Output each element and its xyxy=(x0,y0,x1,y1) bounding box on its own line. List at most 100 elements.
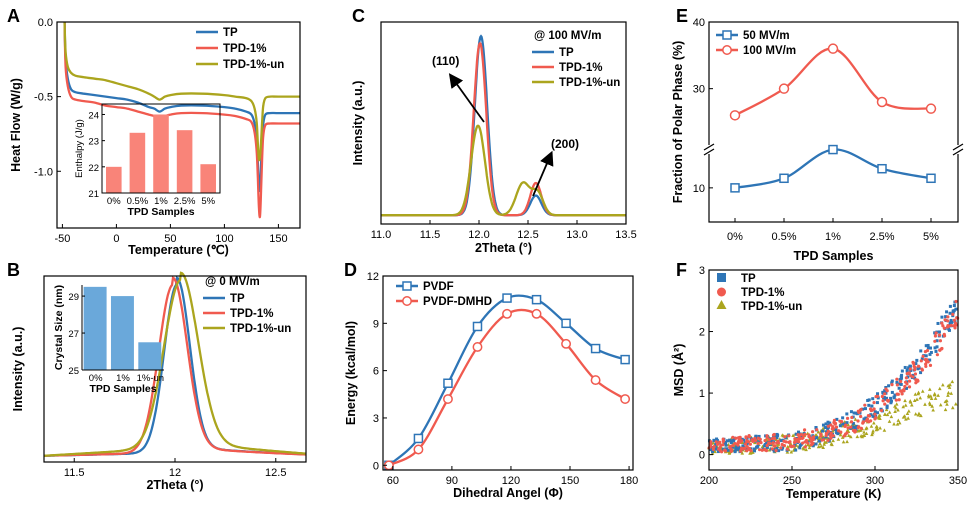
x-tick-label: 0% xyxy=(107,196,121,207)
axis-break-mark xyxy=(952,143,964,151)
scatter-point xyxy=(908,367,912,371)
scatter-point xyxy=(924,344,928,348)
x-tick-label: 1% xyxy=(116,373,130,384)
scatter-point xyxy=(824,422,828,426)
scatter-point xyxy=(913,376,917,380)
scatter-point xyxy=(794,448,798,452)
scatter-point xyxy=(887,384,891,388)
x-axis-label: Temperature (K) xyxy=(786,487,882,501)
scatter-point xyxy=(871,414,875,418)
scatter-point xyxy=(899,382,903,386)
scatter-point xyxy=(835,417,839,421)
scatter-point xyxy=(822,440,827,444)
plot-frame xyxy=(708,269,959,471)
scatter-point xyxy=(904,376,908,380)
scatter-point xyxy=(758,437,762,441)
scatter-point xyxy=(729,447,733,451)
axis-break-mark xyxy=(703,148,715,156)
scatter-point xyxy=(943,318,947,322)
scatter-point xyxy=(742,438,746,442)
scatter-point xyxy=(932,391,937,396)
scatter-point xyxy=(715,437,719,441)
inset-y-label: Crystal Size (nm) xyxy=(53,285,65,370)
scatter-point xyxy=(895,383,899,387)
scatter-point xyxy=(765,443,769,448)
scatter-point xyxy=(947,385,952,389)
scatter-point xyxy=(883,402,887,406)
scatter-point xyxy=(731,435,735,439)
scatter-point xyxy=(828,433,833,438)
scatter-point xyxy=(928,387,932,391)
scatter-point xyxy=(901,404,906,409)
scatter-point xyxy=(714,443,718,447)
scatter-point xyxy=(718,440,722,444)
x-tick-label: 12.5 xyxy=(265,467,286,479)
scatter-point xyxy=(855,424,859,428)
scatter-point xyxy=(903,398,907,403)
x-axis-label: Dihedral Angel (Φ) xyxy=(453,486,563,500)
x-tick-label: 5% xyxy=(201,196,215,207)
scatter-point xyxy=(864,425,869,430)
legend-label: TPD-1% xyxy=(223,43,266,55)
scatter-point xyxy=(881,390,885,394)
scatter-point xyxy=(770,437,775,441)
scatter-point xyxy=(845,428,850,432)
scatter-point xyxy=(821,423,825,427)
scatter-point xyxy=(745,449,749,453)
scatter-point xyxy=(758,440,762,444)
scatter-point xyxy=(937,386,942,391)
data-point xyxy=(561,338,572,349)
scatter-point xyxy=(866,398,870,402)
data-point xyxy=(730,183,740,193)
scatter-point xyxy=(913,372,918,376)
scatter-point xyxy=(929,350,933,354)
panel-label-e: E xyxy=(676,6,688,26)
scatter-point xyxy=(890,390,894,394)
scatter-point xyxy=(906,371,911,375)
scatter-point xyxy=(889,396,893,400)
scatter-point xyxy=(903,403,908,407)
scatter-point xyxy=(801,436,805,440)
scatter-point xyxy=(823,426,827,430)
x-tick-label: 60 xyxy=(387,475,399,487)
panel-label-b: B xyxy=(7,260,20,280)
scatter-point xyxy=(849,425,853,429)
scatter-point xyxy=(757,448,762,452)
scatter-point xyxy=(785,445,790,449)
scatter-point xyxy=(926,358,930,362)
scatter-point xyxy=(815,436,819,440)
scatter-point xyxy=(748,451,753,455)
scatter-point xyxy=(931,408,935,412)
scatter-point xyxy=(940,321,944,325)
scatter-point xyxy=(879,408,884,413)
data-point xyxy=(876,96,888,108)
scatter-point xyxy=(937,330,941,334)
scatter-point xyxy=(826,424,830,428)
scatter-point xyxy=(779,446,783,450)
x-tick-label: 2.5% xyxy=(869,231,894,243)
scatter-point xyxy=(765,434,769,438)
scatter-point xyxy=(895,380,899,384)
scatter-point xyxy=(885,412,890,417)
scatter-point xyxy=(787,440,791,444)
scatter-point xyxy=(916,413,921,417)
scatter-point xyxy=(893,404,897,408)
scatter-point xyxy=(836,437,841,441)
scatter-point xyxy=(919,371,923,375)
scatter-point xyxy=(889,399,893,403)
scatter-point xyxy=(923,402,927,406)
scatter-point xyxy=(934,331,938,335)
scatter-point xyxy=(849,410,853,414)
data-point xyxy=(925,103,937,114)
scatter-point xyxy=(834,425,839,429)
scatter-point xyxy=(913,412,918,416)
scatter-point xyxy=(841,439,846,444)
scatter-point xyxy=(759,441,763,445)
scatter-point xyxy=(935,353,940,357)
data-point xyxy=(828,144,838,155)
legend-label: TP xyxy=(741,273,756,285)
data-point xyxy=(413,444,424,455)
scatter-point xyxy=(809,443,814,447)
scatter-point xyxy=(832,418,837,422)
series-line xyxy=(63,21,300,219)
